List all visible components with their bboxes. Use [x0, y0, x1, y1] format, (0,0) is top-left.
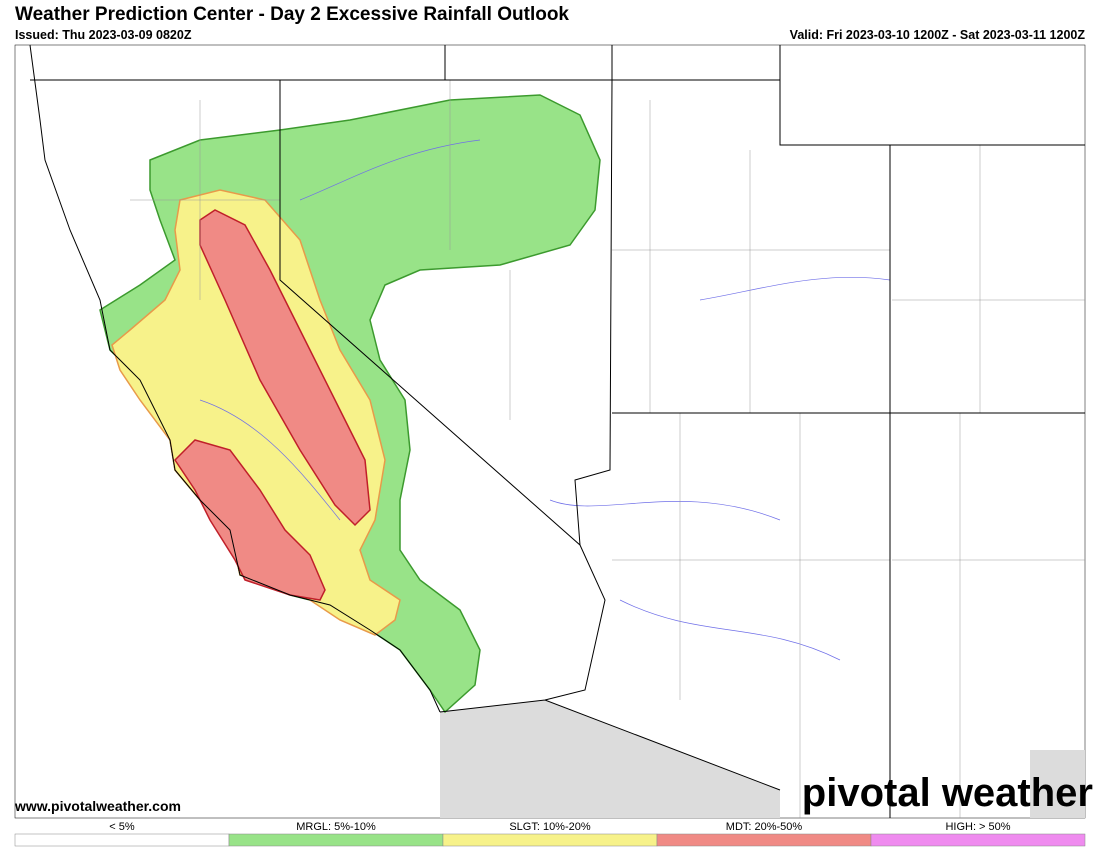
- legend-swatch: [656, 833, 872, 847]
- legend-swatch: [870, 833, 1086, 847]
- legend-label: MDT: 20%-50%: [726, 821, 803, 833]
- risk-area: [199, 209, 371, 527]
- legend-label: MRGL: 5%-10%: [296, 821, 376, 833]
- logo: pivotal weather: [802, 771, 1093, 815]
- issued: Issued: Thu 2023-03-09 0820Z: [15, 28, 192, 42]
- legend-swatch: [14, 833, 230, 847]
- legend-label: HIGH: > 50%: [945, 821, 1010, 833]
- county-lines: [130, 80, 1085, 818]
- state-lines: [30, 45, 1085, 818]
- rivers: [199, 139, 891, 661]
- title: Weather Prediction Center - Day 2 Excess…: [15, 4, 569, 25]
- legend-label: SLGT: 10%-20%: [509, 821, 591, 833]
- legend-swatch: [228, 833, 444, 847]
- risk-areas: [99, 94, 601, 714]
- mexico: [1030, 750, 1085, 818]
- risk-area: [111, 189, 401, 636]
- website: www.pivotalweather.com: [14, 798, 181, 814]
- coastline: [29, 44, 441, 713]
- legend-label: < 5%: [109, 821, 135, 833]
- mexico: [440, 700, 780, 818]
- legend: < 5% MRGL: 5%-10% SLGT: 10%-20% MDT: 20%-50…: [14, 821, 1086, 847]
- map: [14, 44, 1086, 819]
- risk-area: [174, 439, 326, 601]
- legend-swatch: [442, 833, 658, 847]
- valid: Valid: Fri 2023-03-10 1200Z - Sat 2023-0…: [790, 28, 1086, 42]
